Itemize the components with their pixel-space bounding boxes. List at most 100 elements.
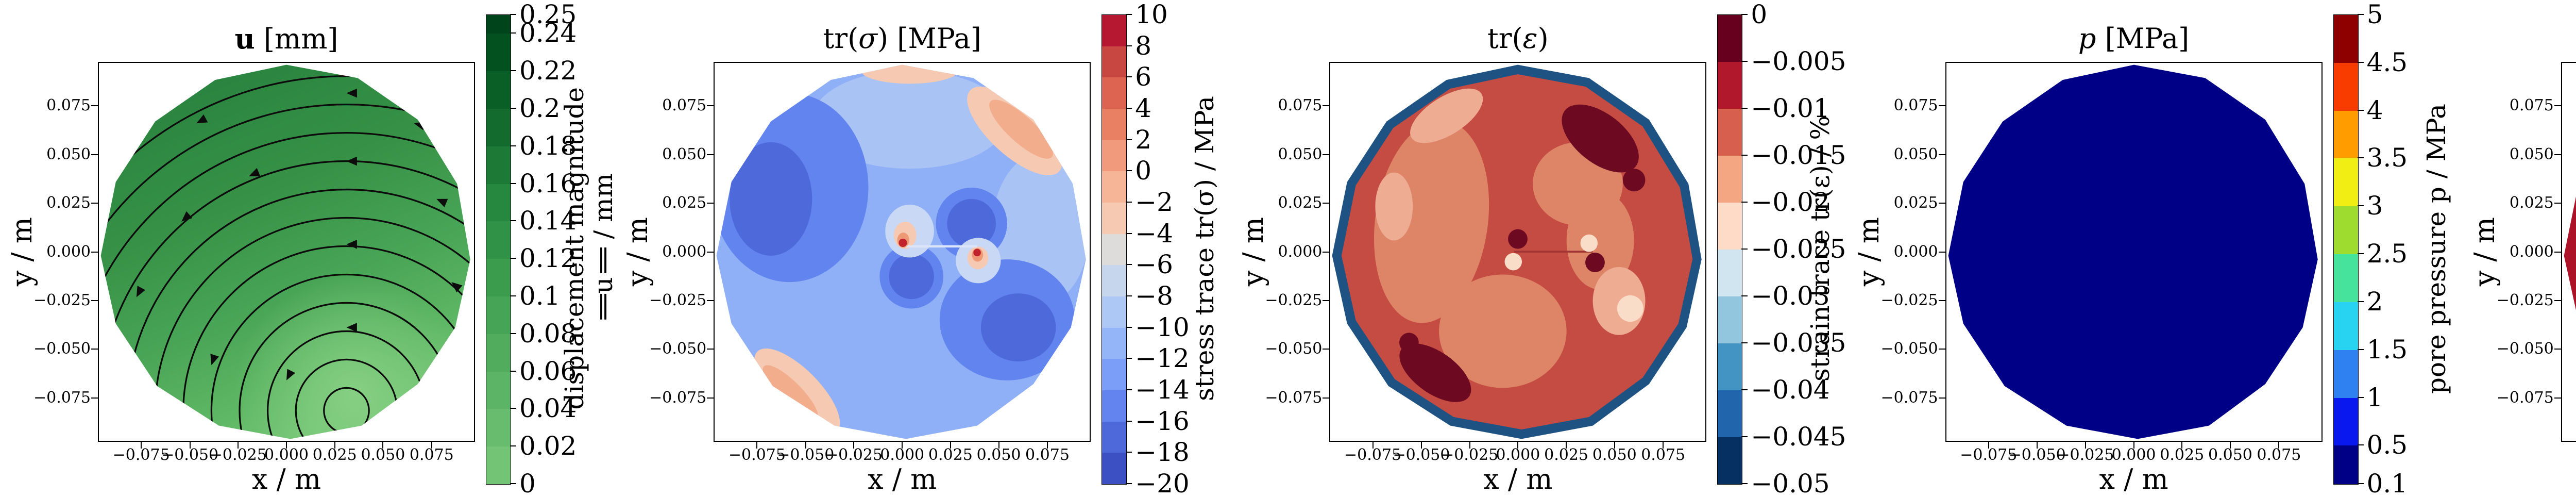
x-tick-mark <box>902 442 903 449</box>
colorbar-segment <box>1718 296 1742 343</box>
x-tick-label: 0.000 <box>2111 446 2156 464</box>
displacement-lowlight <box>100 64 470 439</box>
colorbar-tick-mark <box>2357 157 2364 159</box>
y-tick-mark <box>1938 349 1945 350</box>
x-tick-label: 0.075 <box>1025 446 1070 464</box>
y-tick-mark <box>1323 105 1330 106</box>
y-tick-mark <box>2554 397 2561 399</box>
y-tick-mark <box>91 154 98 155</box>
colorbar-tick-mark <box>2357 301 2364 302</box>
plot-title: v (Phase Field) <box>2561 23 2576 55</box>
y-tick-label: 0.000 <box>46 242 91 261</box>
pressure-field-svg <box>1948 64 2318 439</box>
y-tick-label: 0.050 <box>1278 145 1323 163</box>
colorbar-tick-mark <box>1126 420 1132 422</box>
colorbar-tick-mark <box>510 370 516 372</box>
colorbar-tick-mark <box>1741 14 1748 15</box>
y-tick-mark <box>91 397 98 399</box>
x-tick-mark <box>2278 442 2280 449</box>
colorbar-tick-label: −0.015 <box>1751 140 1846 170</box>
y-tick-label: −0.025 <box>1880 291 1938 309</box>
y-tick-mark <box>91 105 98 106</box>
colorbar-segment <box>2333 254 2358 302</box>
y-tick-label: 0.025 <box>46 194 91 212</box>
colorbar-segment <box>486 296 511 334</box>
y-tick-label: −0.025 <box>649 291 707 309</box>
x-tick-mark <box>1372 442 1374 449</box>
y-tick-label: −0.050 <box>1265 340 1323 358</box>
y-tick-mark <box>707 397 714 399</box>
y-tick-mark <box>707 251 714 253</box>
title-var: tr( <box>1487 22 1523 55</box>
y-tick-mark <box>1938 300 1945 301</box>
x-tick-label: −0.025 <box>2057 446 2114 464</box>
x-tick-label: 0.050 <box>361 446 405 464</box>
x-tick-label: −0.050 <box>1393 446 1450 464</box>
colorbar-tick-label: −6 <box>1135 250 1173 280</box>
colorbar-tick-label: 4 <box>1135 93 1151 123</box>
colorbar-tick-mark <box>510 483 516 484</box>
y-tick-label: −0.025 <box>33 291 91 309</box>
plot-area <box>1329 62 1707 442</box>
colorbar-tick-mark <box>510 258 516 259</box>
colorbar <box>486 14 511 485</box>
colorbar-tick-mark <box>1126 358 1132 359</box>
colorbar-tick-label: −18 <box>1135 437 1190 468</box>
colorbar-segment <box>1718 250 1742 296</box>
colorbar-tick-label: −4 <box>1135 218 1173 248</box>
colorbar-segment <box>486 108 511 146</box>
y-tick-mark <box>707 105 714 106</box>
y-tick-label: 0.075 <box>1893 96 1938 114</box>
y-tick-label: −0.075 <box>649 389 707 407</box>
x-tick-label: 0.025 <box>312 446 357 464</box>
colorbar-segment <box>486 184 511 222</box>
phasefield-svg <box>2564 195 2576 311</box>
colorbar-tick-label: −14 <box>1135 375 1190 405</box>
colorbar-tick-mark <box>1126 76 1132 78</box>
x-tick-mark <box>1663 442 1664 449</box>
strain-field-svg <box>1332 64 1702 439</box>
colorbar-tick-mark <box>510 145 516 146</box>
y-tick-mark <box>1938 154 1945 155</box>
colorbar-tick-label: 0.22 <box>519 56 577 86</box>
colorbar-tick-label: 0.08 <box>519 318 577 349</box>
colorbar-tick-mark <box>1126 202 1132 203</box>
colorbar-tick-mark <box>2357 14 2364 15</box>
colorbar-tick-label: −20 <box>1135 469 1190 497</box>
y-tick-mark <box>91 300 98 301</box>
y-tick-label: −0.050 <box>2496 340 2554 358</box>
y-tick-mark <box>2554 251 2561 253</box>
colorbar-tick-label: 0.1 <box>2366 469 2408 497</box>
x-tick-label: 0.050 <box>976 446 1021 464</box>
x-tick-label: 0.025 <box>2160 446 2205 464</box>
colorbar-tick-mark <box>1741 342 1748 343</box>
stress-field-svg <box>716 64 1086 439</box>
colorbar-tick-label: −0.03 <box>1751 281 1830 311</box>
y-tick-label: −0.075 <box>2496 389 2554 407</box>
y-tick-label: −0.075 <box>33 389 91 407</box>
colorbar-tick-label: 8 <box>1135 30 1151 61</box>
y-tick-mark <box>91 203 98 204</box>
x-tick-label: −0.025 <box>209 446 267 464</box>
colorbar-tick-label: −8 <box>1135 281 1173 311</box>
colorbar-segment <box>486 409 511 447</box>
colorbar-tick-label: −0.025 <box>1751 234 1846 264</box>
y-tick-mark <box>2554 105 2561 106</box>
plot-title: tr(ε) <box>1329 23 1706 55</box>
colorbar-tick-label: −0.035 <box>1751 328 1846 358</box>
colorbar <box>2333 14 2359 485</box>
x-tick-label: 0.075 <box>1641 446 1686 464</box>
x-tick-mark <box>998 442 999 449</box>
colorbar-tick-label: 4 <box>2366 95 2383 125</box>
x-tick-label: −0.025 <box>825 446 883 464</box>
colorbar-segment <box>1718 15 1742 62</box>
colorbar-segment <box>486 259 511 296</box>
colorbar-tick-label: 2 <box>1135 124 1151 155</box>
x-tick-mark <box>334 442 335 449</box>
colorbar-segment <box>1102 421 1127 453</box>
crack-line <box>903 245 977 248</box>
x-tick-label: −0.050 <box>2008 446 2066 464</box>
colorbar-tick-label: 5 <box>2366 0 2383 29</box>
colorbar-segment <box>1718 62 1742 109</box>
